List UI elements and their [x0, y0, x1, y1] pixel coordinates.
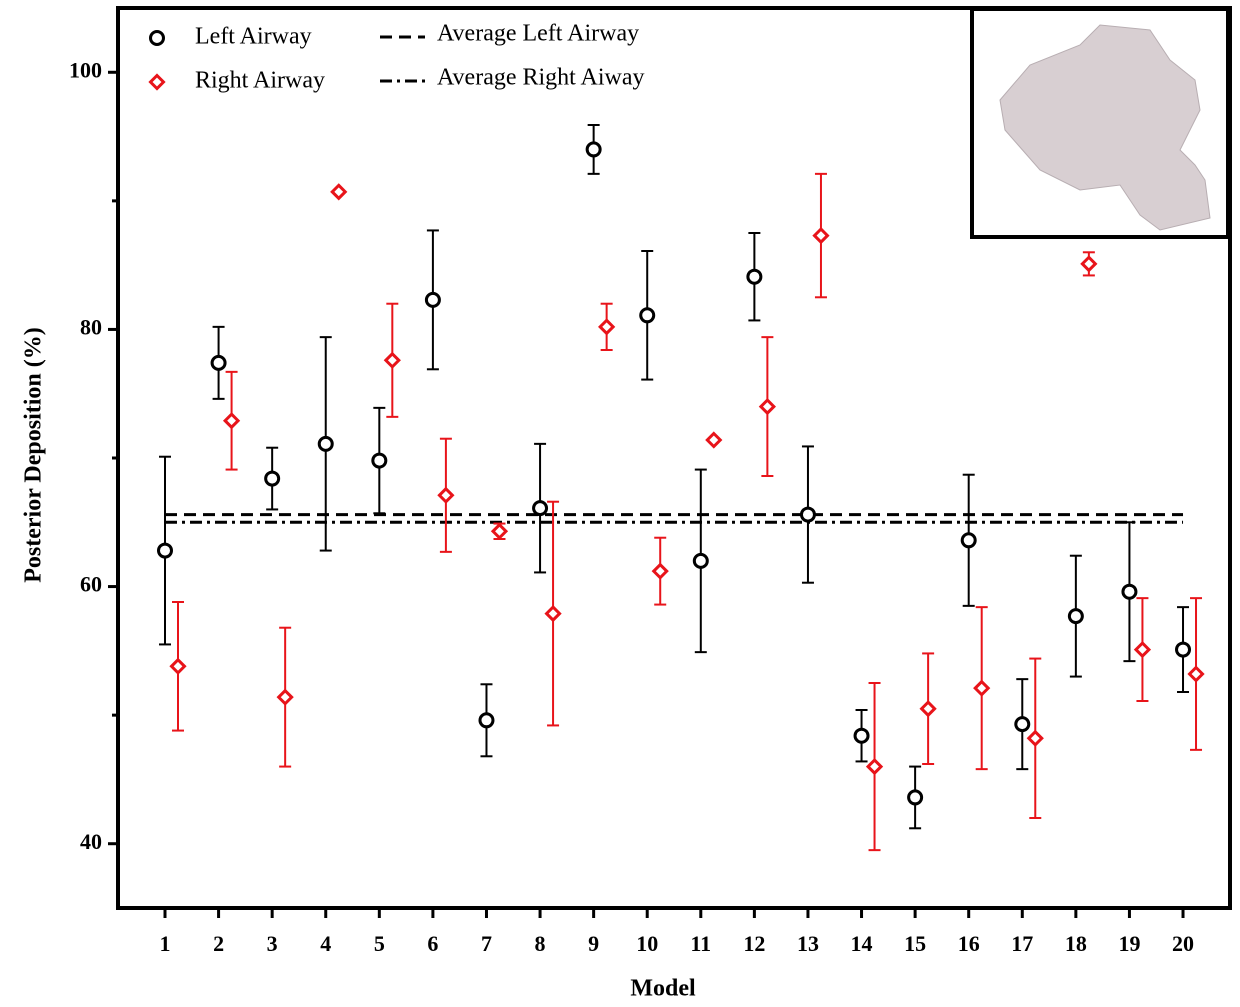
point	[746, 268, 763, 285]
x-tick-label: 11	[690, 931, 711, 956]
point	[317, 435, 334, 452]
y-tick-label: 60	[80, 572, 102, 597]
point	[169, 657, 187, 675]
point	[973, 679, 991, 697]
point	[853, 727, 870, 744]
y-tick-label: 100	[69, 57, 102, 82]
x-tick-label: 5	[374, 931, 385, 956]
point	[907, 789, 924, 806]
airway-model	[999, 24, 1211, 231]
x-tick-label: 15	[904, 931, 926, 956]
point	[1080, 255, 1098, 273]
legend-label: Average Right Aiway	[437, 65, 645, 91]
point	[705, 431, 723, 449]
point	[157, 542, 173, 559]
point	[651, 562, 669, 580]
point	[222, 412, 241, 430]
point	[1014, 716, 1031, 733]
point	[692, 552, 709, 569]
point	[1026, 729, 1044, 747]
point	[544, 604, 562, 623]
legend-marker	[149, 30, 165, 46]
y-tick-label: 80	[80, 314, 102, 339]
point	[758, 397, 777, 416]
point	[437, 486, 455, 504]
x-tick-label: 18	[1065, 931, 1087, 956]
inset-photo	[970, 7, 1230, 239]
x-tick-label: 2	[213, 931, 224, 956]
x-tick-label: 9	[588, 931, 599, 956]
x-tick-label: 4	[320, 931, 331, 956]
point	[812, 226, 830, 245]
x-tick-label: 12	[743, 931, 765, 956]
point	[490, 522, 509, 540]
legend-label: Right Airway	[195, 68, 325, 94]
point	[478, 712, 495, 729]
x-tick-label: 7	[481, 931, 492, 956]
y-tick-label: 40	[80, 829, 102, 854]
x-tick-label: 20	[1172, 931, 1194, 956]
point	[1133, 640, 1152, 659]
point	[276, 688, 294, 706]
point	[210, 354, 227, 371]
x-axis-label: Model	[630, 976, 696, 1002]
point	[598, 318, 616, 336]
point	[1187, 665, 1205, 683]
point	[639, 307, 656, 324]
x-tick-label: 1	[160, 931, 171, 956]
point	[532, 500, 549, 517]
point	[330, 183, 348, 201]
point	[960, 532, 977, 549]
x-tick-label: 14	[851, 931, 873, 956]
legend-label: Average Left Airway	[437, 21, 639, 47]
point	[383, 351, 401, 369]
x-tick-label: 17	[1011, 931, 1033, 956]
x-tick-label: 8	[535, 931, 546, 956]
x-tick-label: 6	[427, 931, 438, 956]
point	[264, 470, 281, 487]
point	[424, 291, 441, 308]
x-tick-label: 19	[1118, 931, 1140, 956]
point	[1121, 583, 1138, 600]
point	[865, 757, 884, 776]
x-tick-label: 16	[958, 931, 980, 956]
legend-label: Left Airway	[195, 24, 312, 50]
x-tick-label: 3	[267, 931, 278, 956]
point	[585, 141, 602, 158]
x-tick-label: 10	[636, 931, 658, 956]
y-axis-label: Posterior Deposition (%)	[21, 327, 47, 583]
point	[1175, 641, 1192, 658]
point	[919, 700, 937, 718]
point	[1067, 608, 1084, 625]
point	[371, 452, 388, 469]
legend-marker	[148, 73, 166, 91]
x-tick-label: 13	[797, 931, 819, 956]
point	[799, 506, 816, 523]
